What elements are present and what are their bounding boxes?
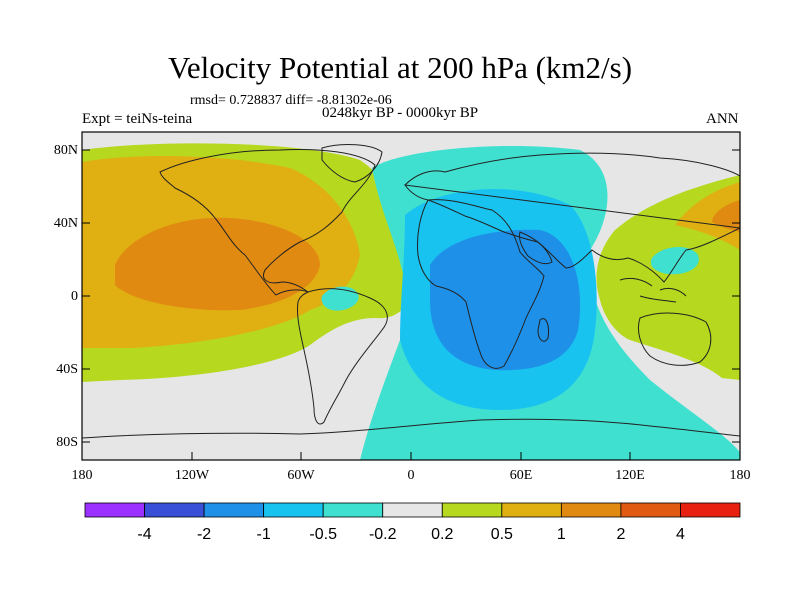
colorbar-box-10 (680, 502, 741, 518)
coastline-maritime-continent (619, 277, 687, 303)
colorbar-box-4 (322, 502, 384, 518)
coastline-greenland (321, 144, 383, 183)
colorbar-label-3: -0.5 (309, 526, 337, 543)
rmsd-diff-text: rmsd= 0.728837 diff= -8.81302e-06 (190, 93, 392, 108)
contour-negative-pocket-brazil (321, 286, 359, 311)
colorbar-box-2 (203, 502, 265, 518)
colorbar: -4 -2 -1 -0.5 -0.2 0.2 0.5 1 2 4 (84, 502, 741, 543)
colorbar-box-6 (441, 502, 503, 518)
axis-ticks (81, 149, 741, 460)
coastline-north-america (159, 149, 376, 296)
colorbar-box-5 (382, 502, 443, 518)
colorbar-label-9: 4 (676, 526, 685, 543)
map-title: Velocity Potential at 200 hPa (km2/s) (167, 50, 633, 85)
coastline-africa (417, 199, 545, 369)
lat-label-40n: 40N (53, 216, 78, 231)
colorbar-box-0 (84, 502, 145, 518)
colorbar-box-9 (620, 502, 681, 518)
lon-label-120e: 120E (615, 468, 645, 483)
coastline-australia (637, 312, 712, 366)
lon-label-60w: 60W (287, 468, 315, 483)
colorbar-label-5: 0.2 (431, 526, 453, 543)
coastlines (82, 144, 740, 439)
colorbar-label-6: 0.5 (491, 526, 513, 543)
lon-label-60e: 60E (509, 468, 533, 483)
coastline-south-america (297, 288, 388, 425)
coastline-arabia (519, 231, 553, 265)
lat-label-80n: 80N (53, 143, 78, 158)
colorbar-box-1 (144, 502, 205, 518)
colorbar-box-3 (263, 502, 324, 518)
contour-negative-1 (430, 229, 581, 371)
colorbar-label-7: 1 (557, 526, 566, 543)
coastline-antarctica (82, 418, 740, 439)
contour-negative-pocket-pacific (650, 247, 699, 275)
contour-positive-east-1 (712, 200, 740, 232)
lat-label-40s: 40S (56, 362, 78, 377)
lon-label-180e: 180 (729, 468, 751, 483)
lon-label-0: 0 (407, 468, 415, 483)
coastline-europe-asia (403, 152, 740, 283)
colorbar-label-4: -0.2 (369, 526, 397, 543)
lat-label-0: 0 (71, 289, 78, 304)
contour-positive-east-0.5 (675, 182, 740, 250)
coastline-madagascar (537, 318, 549, 342)
experiment-label: Expt = teiNs-teina (82, 111, 193, 127)
lon-label-180w: 180 (71, 468, 93, 483)
season-label: ANN (706, 111, 739, 127)
colorbar-label-0: -4 (137, 526, 151, 543)
colorbar-label-2: -1 (257, 526, 271, 543)
period-text: 0248kyr BP - 0000kyr BP (322, 105, 479, 121)
lon-label-120w: 120W (174, 468, 210, 483)
colorbar-box-7 (501, 502, 562, 518)
colorbar-label-8: 2 (616, 526, 625, 543)
colorbar-label-1: -2 (197, 526, 211, 543)
lat-label-80s: 80S (56, 435, 78, 450)
map-field (82, 132, 740, 460)
colorbar-box-8 (560, 502, 622, 518)
